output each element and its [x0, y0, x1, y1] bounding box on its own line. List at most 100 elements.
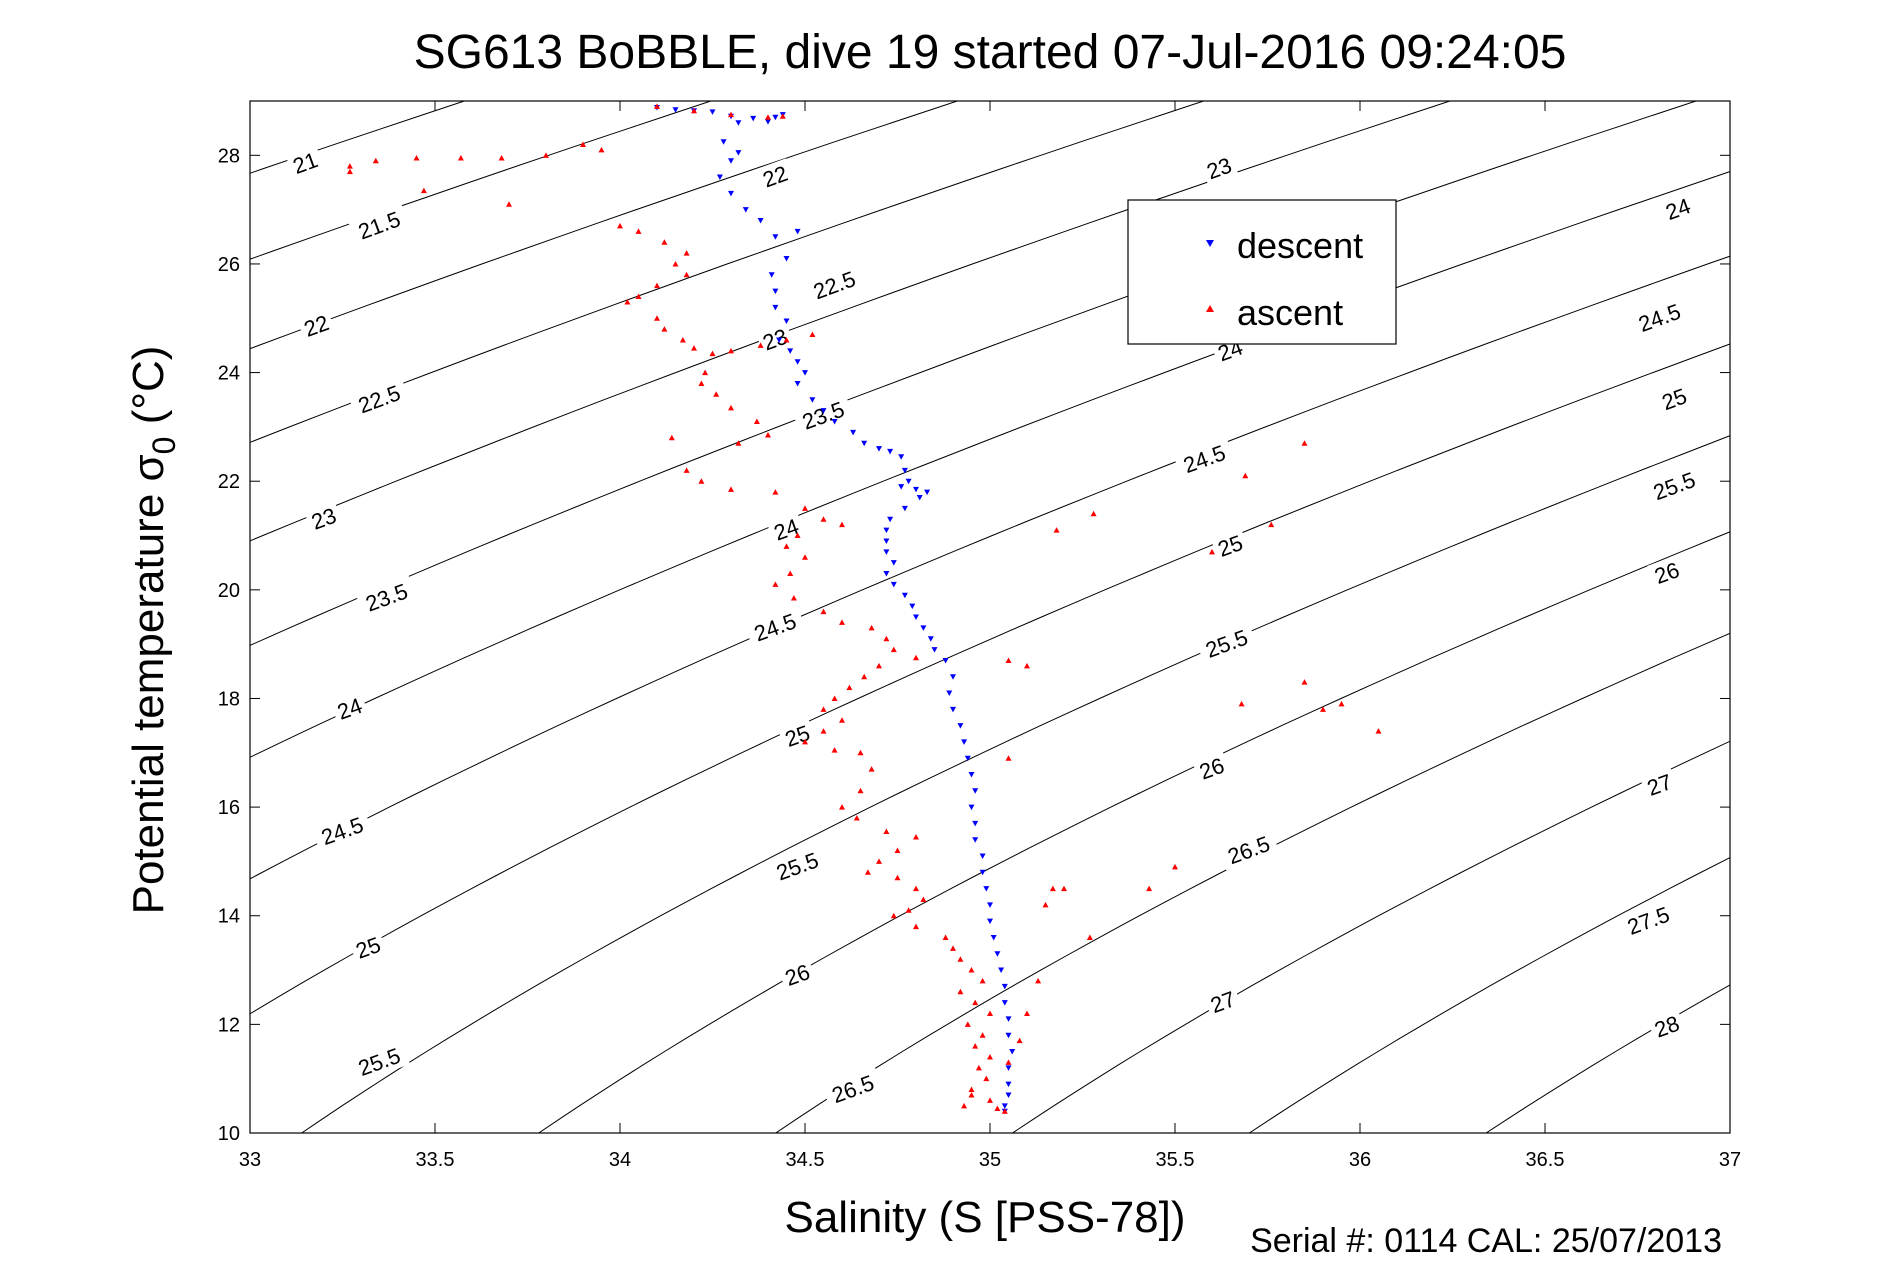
y-tick-label: 14	[218, 906, 240, 928]
contour-label: 24	[766, 511, 806, 547]
ascent-point	[794, 532, 801, 539]
contour-label: 23	[755, 321, 795, 357]
contour-label: 21	[285, 144, 325, 181]
y-tick-label: 28	[218, 145, 240, 167]
descent-point	[716, 174, 723, 181]
ascent-point	[691, 107, 697, 114]
contour-label: 25.5	[1195, 621, 1258, 666]
ascent-point	[698, 478, 705, 484]
contour-label: 27	[1639, 766, 1679, 803]
legend-ascent-marker	[1206, 305, 1214, 312]
ascent-point	[839, 619, 845, 625]
descent-point	[735, 150, 742, 156]
density-contour-labels: 21 21.5 22 22.5 23 23.5 24 24.5 25 25.5 22 22.5 23 23…	[285, 144, 1705, 1111]
contour-label-text: 22.5	[355, 380, 404, 418]
ascent-point	[1086, 934, 1093, 940]
ascent-point	[1001, 1108, 1008, 1114]
ascent-point	[820, 706, 827, 712]
ascent-point	[987, 1097, 993, 1103]
contour-label-text: 25.5	[1650, 467, 1699, 505]
x-tick-label: 37	[1719, 1149, 1741, 1171]
descent-point	[831, 418, 838, 425]
density-contour-27	[1011, 740, 1730, 1133]
legend-ascent-label: ascent	[1237, 292, 1343, 333]
descent-point	[750, 115, 757, 122]
descent-point	[942, 657, 949, 664]
ascent-point	[894, 874, 901, 881]
descent-point	[735, 120, 742, 126]
ascent-point	[753, 418, 760, 424]
descent-point	[1001, 1103, 1008, 1109]
ascent-point	[1238, 700, 1245, 707]
legend-descent-label: descent	[1237, 225, 1363, 266]
ascent-point	[920, 896, 927, 902]
x-tick-label: 34.5	[786, 1149, 825, 1171]
ascent-point	[498, 155, 505, 161]
descent-point	[772, 288, 779, 295]
ascent-point	[831, 695, 838, 701]
ascent-point	[846, 684, 853, 691]
ascent-point	[728, 111, 734, 118]
contour-label: 24.5	[311, 808, 373, 853]
ascent-point	[820, 728, 827, 734]
ascent-point	[868, 624, 875, 631]
ascent-point	[506, 201, 512, 207]
contour-label: 26.5	[1217, 827, 1280, 872]
ascent-point	[957, 988, 964, 995]
ascent-point	[987, 1053, 993, 1060]
ascent-point	[905, 907, 912, 913]
contour-label-backdrop	[311, 808, 373, 853]
y-tick-label: 18	[218, 688, 240, 710]
descent-point	[1005, 1092, 1012, 1098]
ascent-point	[1146, 885, 1153, 892]
contour-label-text: 22.5	[810, 266, 859, 304]
descent-point	[972, 788, 979, 794]
descent-point	[913, 614, 919, 620]
contour-label: 21.5	[348, 203, 410, 247]
ascent-point	[1005, 657, 1012, 663]
contour-label: 23	[1199, 150, 1239, 186]
density-contour-21-5	[250, 101, 713, 260]
x-axis-ticks: 33 33.5 34 34.5 35 35.5 36 36.5 37	[239, 101, 1741, 1171]
ascent-point	[635, 293, 642, 300]
y-axis-label-unit: (°C)	[124, 346, 173, 437]
ascent-point	[979, 1032, 986, 1038]
plot-frame	[249, 100, 1731, 1134]
ascent-point	[1242, 472, 1249, 479]
y-tick-label: 24	[218, 363, 240, 385]
descent-point	[987, 902, 993, 908]
contour-label-backdrop	[822, 1066, 884, 1111]
ascent-point	[883, 828, 890, 835]
series-layer	[346, 103, 1382, 1115]
ascent-point	[1049, 885, 1056, 892]
ascent-point	[661, 326, 668, 332]
ascent-point	[1090, 510, 1097, 517]
ascent-point	[950, 945, 956, 951]
contour-label: 25.5	[766, 844, 829, 888]
descent-point	[987, 918, 993, 925]
ascent-point	[968, 1091, 975, 1098]
ascent-point	[661, 239, 668, 245]
descent-point	[901, 592, 908, 599]
ascent-point	[839, 717, 845, 723]
ascent-point	[861, 673, 868, 680]
ascent-point	[983, 1075, 990, 1082]
ascent-point	[672, 260, 679, 267]
contour-label-backdrop	[330, 690, 370, 727]
contour-label-backdrop	[1173, 436, 1236, 481]
ascent-point	[857, 787, 864, 794]
contour-label-backdrop	[1628, 295, 1691, 340]
ascent-point	[1035, 977, 1042, 984]
ascent-point	[1375, 728, 1382, 734]
descent-point	[946, 690, 953, 697]
descent-point	[913, 486, 919, 493]
descent-point	[920, 625, 927, 631]
descent-point	[957, 723, 964, 729]
ascent-point	[972, 1043, 979, 1049]
ascent-point	[598, 146, 605, 153]
ascent-point	[1320, 706, 1326, 712]
ascent-point	[783, 336, 790, 343]
ascent-point	[1024, 662, 1030, 669]
ascent-point	[757, 342, 764, 348]
ascent-point	[890, 646, 897, 653]
